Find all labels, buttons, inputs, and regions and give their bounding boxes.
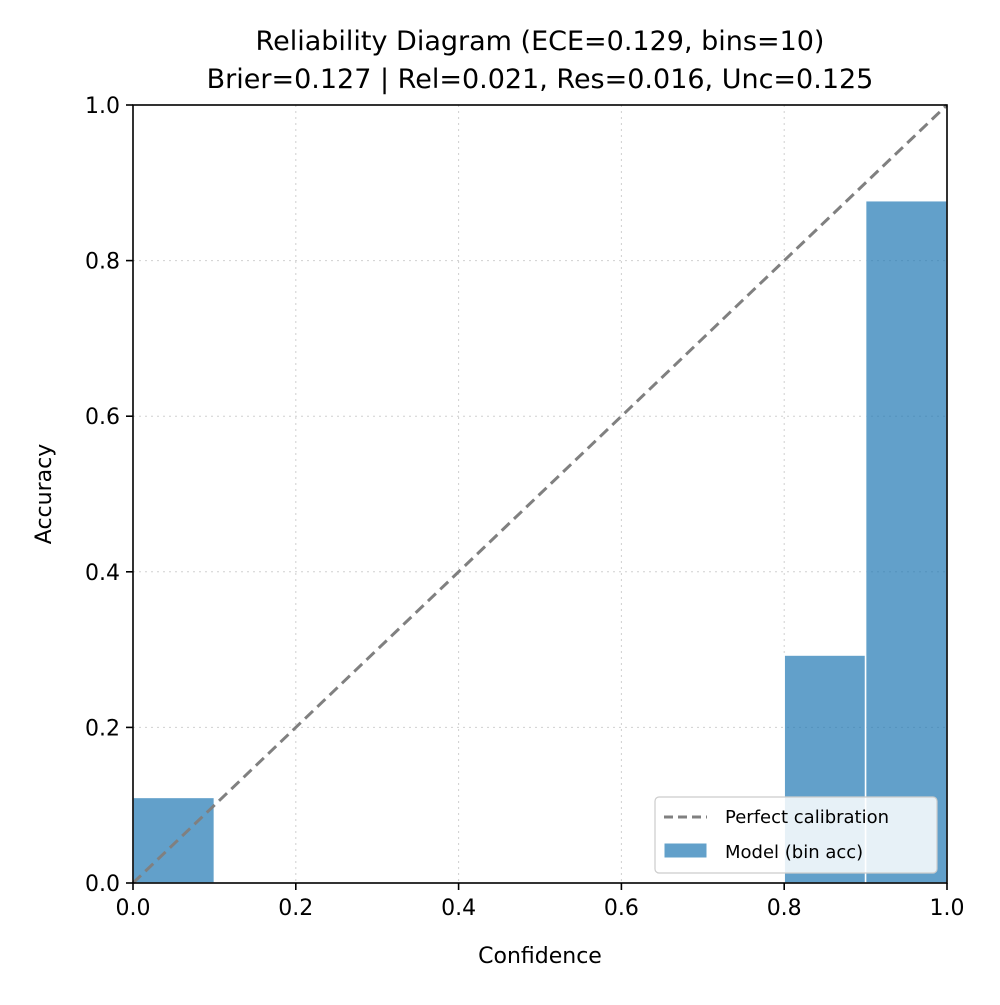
x-tick-label: 0.8 — [767, 896, 802, 921]
reference-layer — [131, 103, 949, 885]
legend-label-model: Model (bin acc) — [725, 842, 863, 863]
y-axis-label: Accuracy — [32, 444, 57, 544]
chart-subtitle: Brier=0.127 | Rel=0.021, Res=0.016, Unc=… — [207, 64, 874, 95]
x-tick-label: 0.4 — [441, 896, 476, 921]
x-tick-label: 0.0 — [116, 896, 151, 921]
legend-box — [654, 796, 938, 874]
perfect-calibration-line — [131, 103, 949, 885]
x-tick-label: 0.2 — [278, 896, 313, 921]
y-tick-label: 1.0 — [85, 94, 120, 119]
y-tick-label: 0.0 — [85, 872, 120, 897]
legend-bar-swatch — [663, 842, 708, 859]
y-tick-label: 0.4 — [85, 561, 120, 586]
legend: Perfect calibration Model (bin acc) — [654, 796, 938, 874]
chart-title: Reliability Diagram (ECE=0.129, bins=10) — [256, 26, 825, 57]
y-tick-label: 0.2 — [85, 716, 120, 741]
x-tick-label: 0.6 — [604, 896, 639, 921]
tick-layer: 0.0 0.2 0.4 0.6 0.8 1.0 0.0 0.2 0.4 0.6 0.8 1.0 — [85, 94, 965, 921]
y-tick-label: 0.8 — [85, 250, 120, 275]
x-axis-label: Confidence — [478, 944, 602, 969]
plot-frame — [132, 104, 948, 884]
x-tick-label: 1.0 — [930, 896, 965, 921]
y-tick-label: 0.6 — [85, 405, 120, 430]
accuracy-bar — [864, 199, 948, 884]
legend-label-perfect-calibration: Perfect calibration — [725, 807, 889, 828]
